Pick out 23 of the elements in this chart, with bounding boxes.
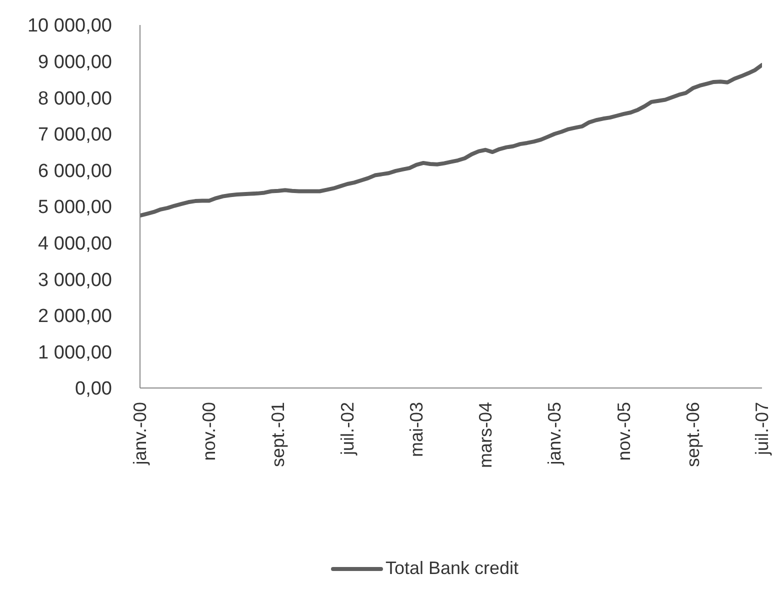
y-tick-label: 1 000,00: [38, 342, 112, 364]
y-tick-label: 2 000,00: [38, 306, 112, 328]
legend-label: Total Bank credit: [385, 558, 519, 579]
y-tick-label: 0,00: [75, 378, 112, 400]
y-tick-label: 7 000,00: [38, 124, 112, 146]
x-tick-label: sept.-01: [268, 402, 288, 468]
y-tick-label: 10 000,00: [27, 16, 112, 37]
x-tick-label: janv.-05: [544, 402, 565, 466]
line-series: [140, 62, 762, 218]
y-tick-label: 6 000,00: [38, 160, 112, 182]
y-tick-label: 9 000,00: [38, 52, 112, 74]
x-tick-label: nov.-05: [614, 402, 634, 461]
x-tick-label: mai-03: [406, 402, 426, 458]
x-tick-label: juil.-02: [337, 402, 358, 456]
y-tick-label: 8 000,00: [38, 88, 112, 110]
x-tick-label: sept.-06: [682, 402, 703, 468]
y-tick-label: 3 000,00: [38, 270, 112, 291]
x-tick-label: mars-04: [476, 402, 496, 468]
x-tick-label: nov.-00: [199, 402, 220, 461]
x-tick-label: janv.-00: [130, 402, 150, 466]
x-tick-label: juil.-07: [752, 402, 772, 456]
y-tick-label: 5 000,00: [38, 197, 112, 218]
y-tick-label: 4 000,00: [38, 234, 112, 255]
